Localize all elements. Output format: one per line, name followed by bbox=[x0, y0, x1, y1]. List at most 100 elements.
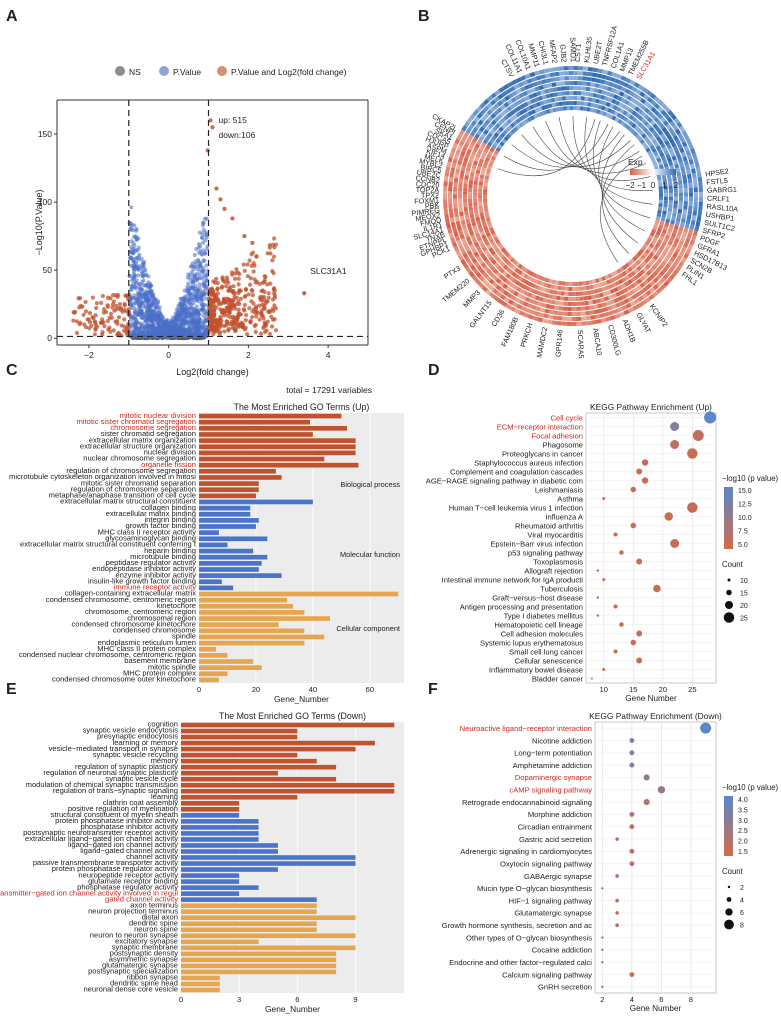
volcano-point bbox=[243, 287, 248, 292]
heatmap-cell bbox=[636, 284, 642, 291]
bar bbox=[181, 879, 240, 884]
heatmap-cell bbox=[673, 224, 679, 230]
pathway-label: Systemic lupus erythematosus bbox=[480, 638, 583, 647]
heatmap-cell bbox=[661, 250, 668, 257]
volcano-point bbox=[197, 289, 202, 294]
heatmap-cell bbox=[449, 212, 454, 219]
heatmap-cell bbox=[625, 302, 632, 309]
volcano-point bbox=[215, 280, 220, 286]
heatmap-cell bbox=[480, 116, 487, 123]
heatmap-cell bbox=[463, 183, 468, 188]
heatmap-cell bbox=[497, 298, 504, 305]
heatmap-cell bbox=[630, 97, 636, 104]
size-legend-label: 20 bbox=[740, 603, 748, 610]
heatmap-cell bbox=[565, 281, 569, 286]
volcano-point bbox=[136, 281, 142, 286]
heatmap-cell bbox=[609, 92, 615, 98]
heatmap-cell bbox=[618, 279, 624, 285]
gene-label: CRLF1 bbox=[707, 194, 730, 204]
heatmap-cell bbox=[644, 249, 651, 255]
heatmap-cell bbox=[454, 212, 459, 218]
heatmap-cell bbox=[627, 84, 634, 90]
heatmap-cell bbox=[653, 222, 659, 228]
pathway-label: Rheumatoid arthritis bbox=[515, 521, 583, 530]
heatmap-cell bbox=[604, 80, 610, 86]
heatmap-cell bbox=[630, 276, 636, 283]
heatmap-cell bbox=[677, 175, 682, 181]
heatmap-cell bbox=[593, 288, 599, 294]
heatmap-cell bbox=[625, 106, 631, 112]
heatmap-cell bbox=[511, 265, 517, 271]
bar bbox=[181, 921, 317, 927]
heatmap-cell bbox=[668, 204, 673, 209]
heatmap-cell bbox=[475, 169, 481, 175]
volcano-point bbox=[78, 320, 83, 325]
volcano-point bbox=[198, 264, 203, 269]
heatmap-cell bbox=[679, 136, 686, 143]
category-label: basement membrane bbox=[124, 656, 196, 665]
heatmap-cell bbox=[460, 151, 466, 157]
volcano-point bbox=[139, 330, 144, 335]
color-legend-tick: 4.0 bbox=[738, 797, 748, 804]
bubble bbox=[629, 738, 635, 743]
heatmap-cell bbox=[530, 293, 537, 300]
category-label: condensed chromosome, centromeric region bbox=[46, 595, 196, 604]
heatmap-cell bbox=[558, 280, 563, 286]
heatmap-cell bbox=[462, 194, 467, 199]
heatmap-cell bbox=[651, 228, 657, 234]
heatmap-cell bbox=[526, 100, 532, 106]
heatmap-cell bbox=[479, 212, 485, 217]
bar bbox=[181, 969, 337, 975]
volcano-point bbox=[203, 230, 208, 235]
heatmap-cell bbox=[528, 83, 535, 89]
volcano-point bbox=[259, 298, 264, 303]
heatmap-cell bbox=[548, 87, 554, 93]
heatmap-cell bbox=[470, 168, 476, 173]
volcano-point bbox=[99, 300, 104, 306]
heatmap-cell bbox=[597, 89, 603, 94]
bar bbox=[199, 610, 305, 615]
category-label: ligand−gated ion channel activity bbox=[68, 840, 178, 849]
heatmap-cell bbox=[580, 101, 585, 106]
heatmap-cell bbox=[479, 252, 486, 259]
heatmap-cell bbox=[458, 254, 464, 261]
heatmap-cell bbox=[471, 247, 477, 254]
volcano-point bbox=[135, 265, 140, 271]
heatmap-cell bbox=[485, 172, 491, 177]
heatmap-cell bbox=[591, 97, 597, 103]
heatmap-cell bbox=[670, 219, 676, 225]
heatmap-cell bbox=[474, 123, 481, 130]
bar bbox=[199, 413, 342, 419]
gene-label: MEOX2 bbox=[415, 210, 441, 223]
heatmap-cell bbox=[545, 93, 551, 99]
heatmap-cell bbox=[691, 168, 696, 174]
bubble bbox=[630, 522, 637, 529]
volcano-point bbox=[248, 318, 253, 324]
pathway-label: Cellular senescence bbox=[515, 656, 583, 665]
heatmap-cell bbox=[669, 120, 676, 127]
volcano-point bbox=[151, 313, 156, 318]
bar bbox=[199, 481, 259, 486]
highlighted-category-label: transmitter−gated ion channel activity i… bbox=[0, 888, 178, 897]
heatmap-cell bbox=[607, 108, 613, 114]
heatmap-cell bbox=[459, 174, 464, 179]
heatmap-cell bbox=[647, 103, 654, 110]
heatmap-cell bbox=[601, 286, 606, 292]
heatmap-cell bbox=[632, 262, 639, 268]
volcano-point bbox=[78, 303, 83, 308]
bar bbox=[199, 653, 228, 658]
volcano-point bbox=[202, 291, 207, 297]
heatmap-cell bbox=[640, 299, 647, 306]
heatmap-cell bbox=[599, 313, 605, 318]
heatmap-cell bbox=[451, 162, 457, 169]
heatmap-cell bbox=[621, 264, 627, 271]
volcano-point bbox=[222, 280, 228, 285]
heatmap-cell bbox=[464, 152, 471, 159]
heatmap-cell bbox=[494, 247, 500, 253]
volcano-point bbox=[253, 322, 258, 328]
heatmap-cell bbox=[653, 116, 660, 123]
volcano-point bbox=[230, 314, 236, 319]
dendrogram-branch bbox=[598, 126, 646, 232]
heatmap-cell bbox=[650, 100, 657, 107]
